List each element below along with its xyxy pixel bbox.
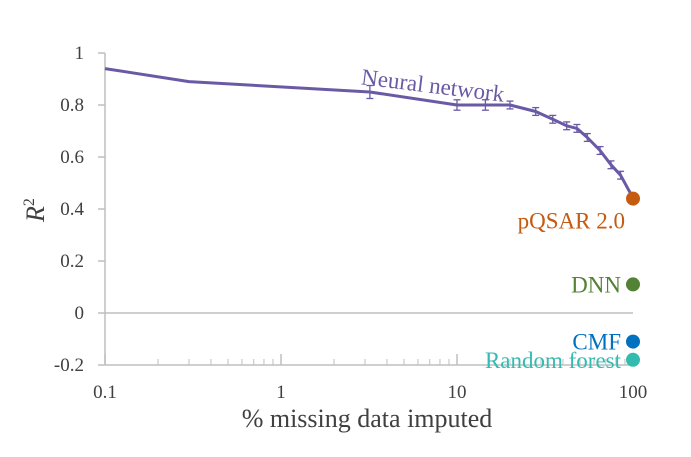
x-ticks: 0.1 1 10 100 xyxy=(93,354,647,403)
random-forest-point xyxy=(626,352,640,367)
neural-network-line xyxy=(104,67,635,199)
x-axis-title: % missing data imputed xyxy=(242,404,493,433)
y-tick-label: 0.6 xyxy=(60,147,84,168)
y-tick-label: 0.2 xyxy=(60,251,84,272)
x-tick-label: 1 xyxy=(276,382,286,403)
plot-area: 0.1 1 10 100 -0.200.20.40.60.81 Neural netw… xyxy=(54,43,647,403)
y-tick-label: 0 xyxy=(75,303,85,324)
dnn-point xyxy=(626,277,640,292)
y-ticks: -0.2 0 0.2 0.4 0.6 0.8 1 xyxy=(54,43,105,376)
random-forest-label: Random forest xyxy=(485,348,622,373)
y-tick-label: 0.8 xyxy=(60,95,84,116)
x-tick-label: 0.1 xyxy=(93,382,117,403)
y-tick-label: 0.4 xyxy=(60,199,84,220)
y-tick-label: -0.2 xyxy=(54,355,84,376)
y-axis-title-superscript: 2 xyxy=(21,198,38,206)
pqsar-2-0-point xyxy=(626,191,640,206)
series-group xyxy=(104,67,640,367)
pqsar-2-0-label: pQSAR 2.0 xyxy=(518,209,625,234)
y-tick-label: 1 xyxy=(75,43,85,64)
x-tick-label: 10 xyxy=(448,382,467,403)
x-tick-label: 100 xyxy=(619,382,648,403)
cmf-point xyxy=(626,334,640,349)
dnn-label: DNN xyxy=(571,272,621,297)
y-axis-title: R2 xyxy=(21,198,50,223)
y-axis-title-main: R xyxy=(21,206,50,223)
cmf-label: CMF xyxy=(572,330,621,355)
